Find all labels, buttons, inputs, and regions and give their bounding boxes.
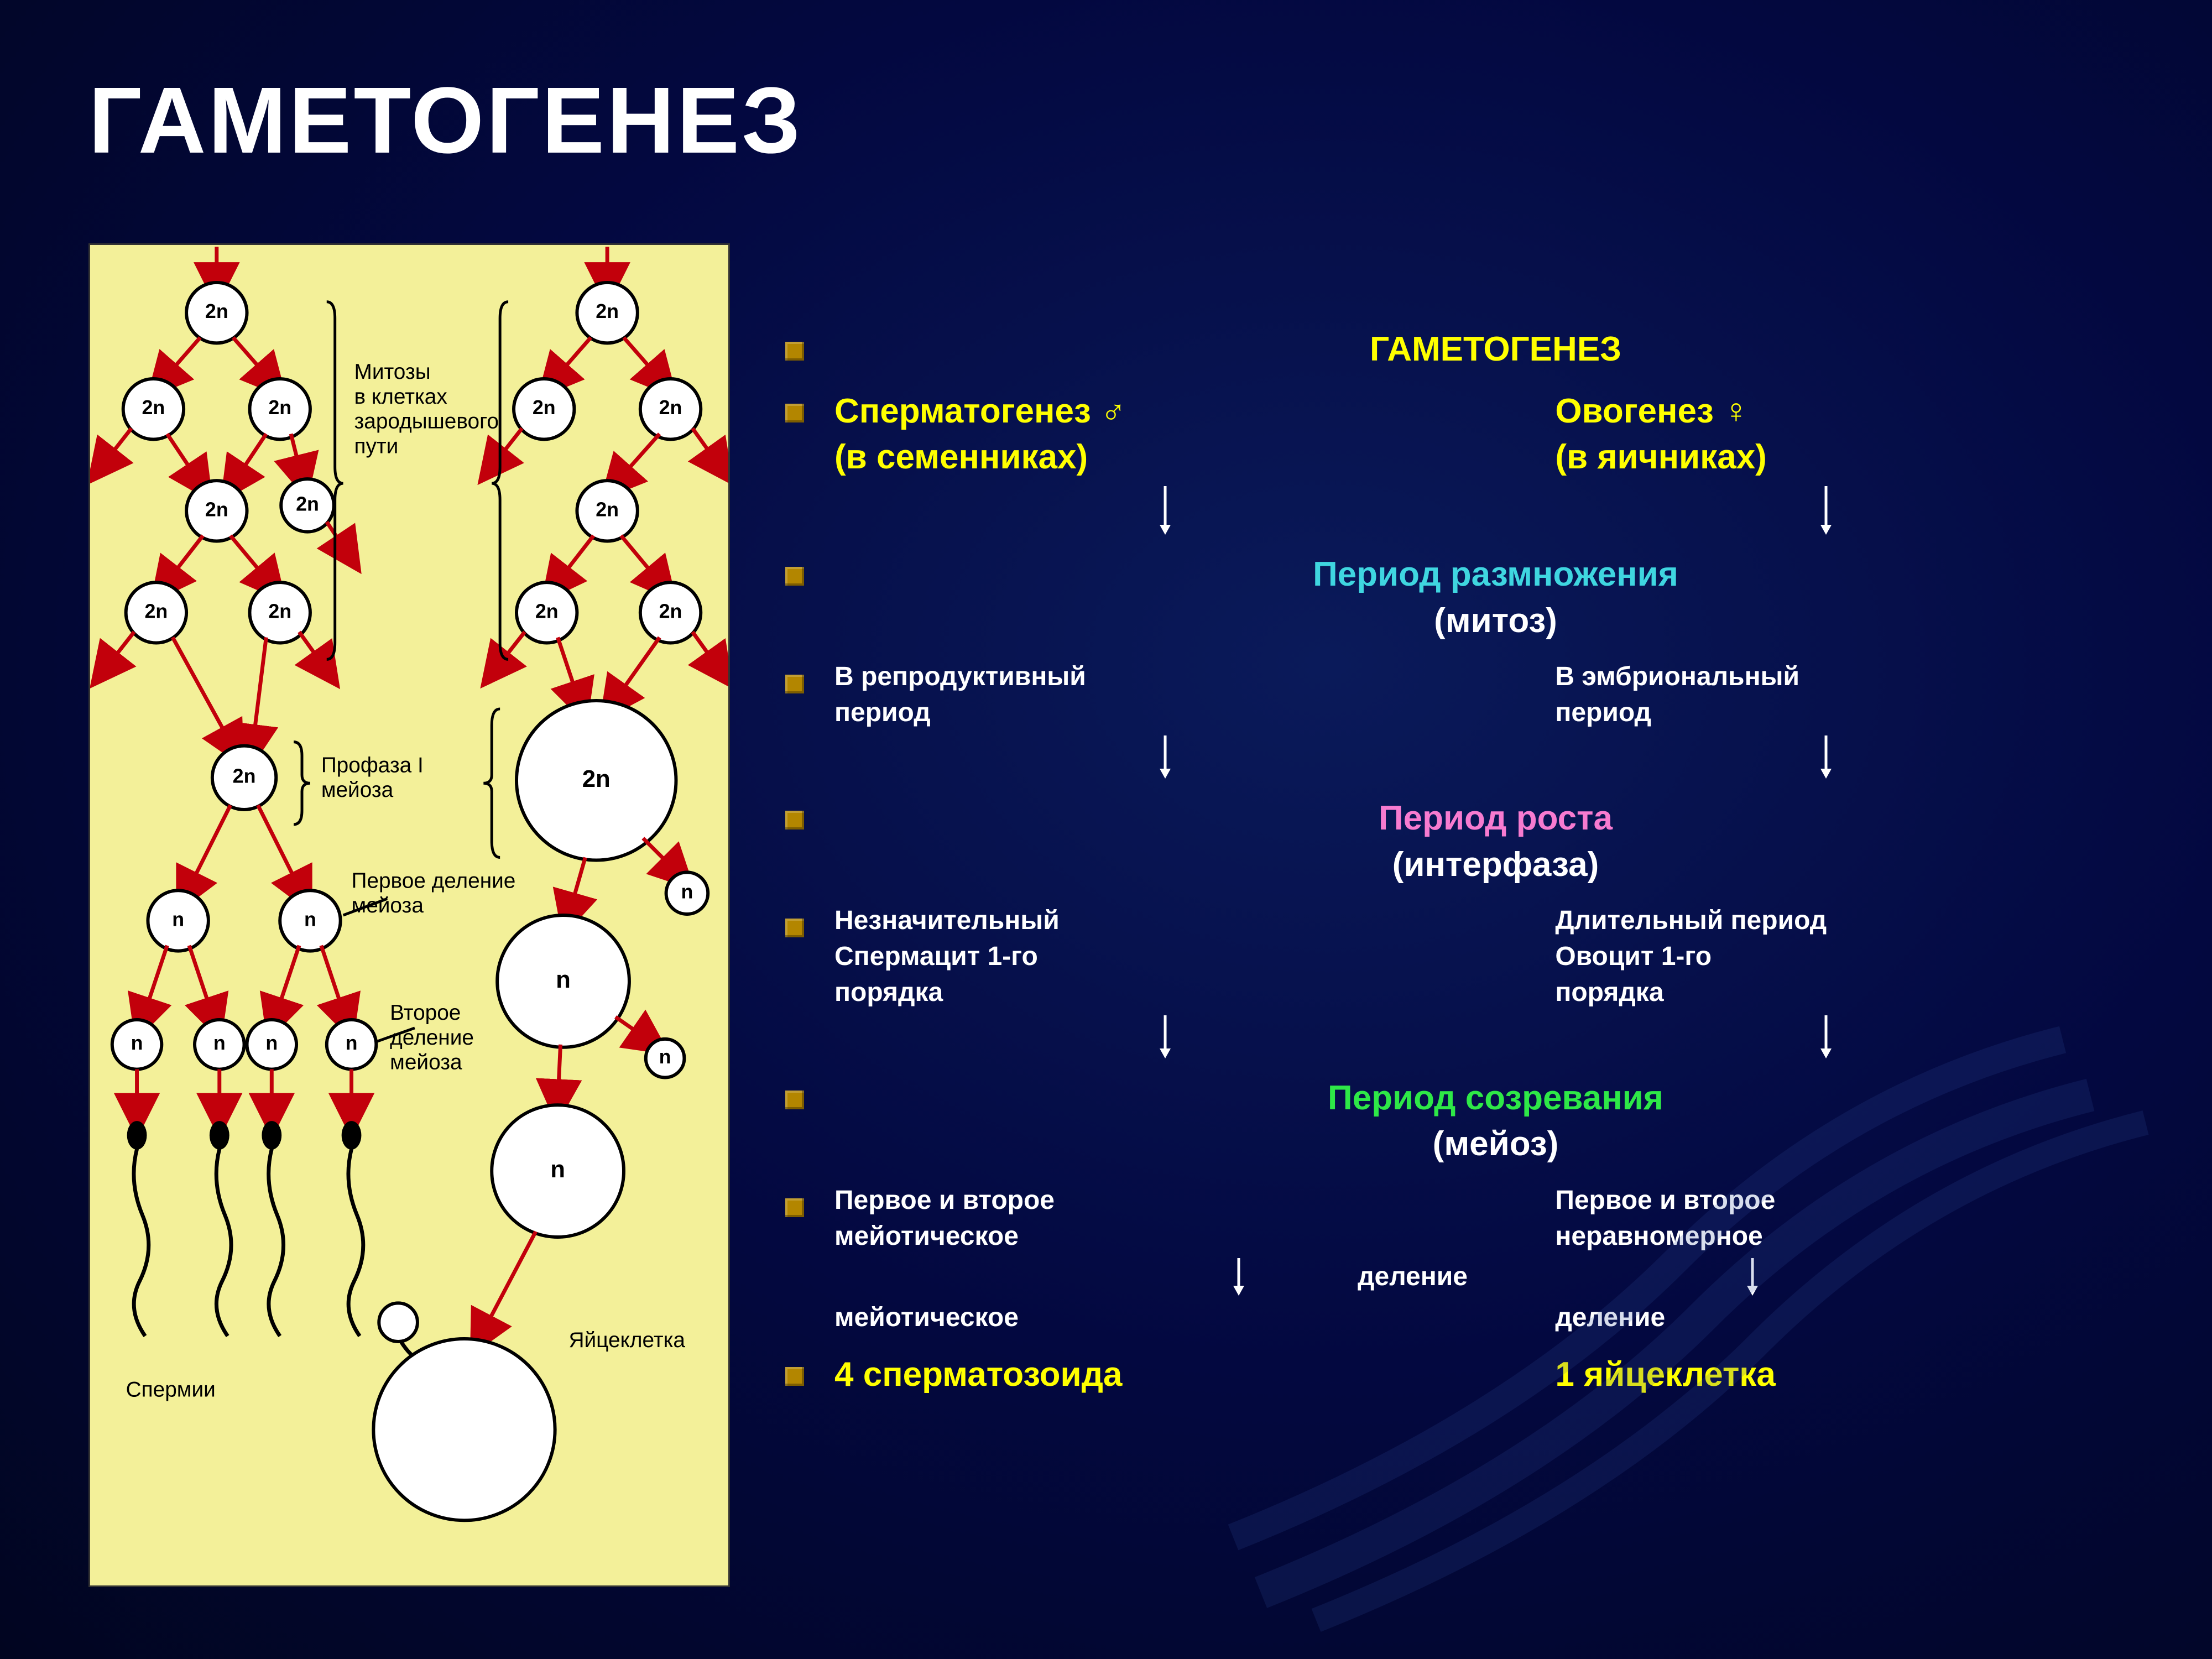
heading-gametogenesis: ГАМЕТОГЕНЕЗ xyxy=(1370,330,1621,368)
svg-text:Первое деление: Первое деление xyxy=(352,869,516,893)
svg-text:n: n xyxy=(172,908,184,930)
svg-text:Второе: Второе xyxy=(390,1001,461,1025)
bullet-icon xyxy=(785,567,804,586)
oogenesis-title: Овогенез ♀ xyxy=(1555,392,1749,430)
oogenesis-loc: (в яичниках) xyxy=(1555,438,1766,476)
arrow-down-icon xyxy=(1157,1015,1173,1060)
arrow-down-icon xyxy=(1818,1015,1834,1060)
svg-text:зародышевого: зародышевого xyxy=(354,410,499,434)
bullet-icon xyxy=(785,1198,804,1217)
period3-right-a: Первое и второе xyxy=(1555,1186,1775,1215)
period1-left: В репродуктивныйпериод xyxy=(834,662,1086,727)
svg-text:n: n xyxy=(556,966,571,993)
period3-left-c: мейотическое xyxy=(834,1303,1019,1332)
svg-text:n: n xyxy=(131,1032,143,1054)
svg-text:мейоза: мейоза xyxy=(352,894,424,917)
svg-text:2n: 2n xyxy=(659,397,682,419)
svg-text:2n: 2n xyxy=(205,300,228,322)
arrow-down-icon xyxy=(1818,486,1834,536)
svg-text:n: n xyxy=(681,881,693,903)
spermatogenesis-loc: (в семенниках) xyxy=(834,438,1088,476)
svg-text:n: n xyxy=(659,1046,671,1068)
arrow-down-icon xyxy=(1157,735,1173,780)
period3-right-b: неравномерное xyxy=(1555,1222,1762,1251)
svg-text:2n: 2n xyxy=(268,600,291,622)
svg-text:мейоза: мейоза xyxy=(390,1051,462,1074)
svg-text:2n: 2n xyxy=(233,765,256,787)
bullet-icon xyxy=(785,342,804,361)
period2-sub: (интерфаза) xyxy=(1392,846,1599,884)
period3-right-c: деление xyxy=(1555,1303,1665,1332)
bullet-icon xyxy=(785,1367,804,1386)
svg-text:2n: 2n xyxy=(596,498,619,520)
spermatogenesis-title: Сперматогенез ♂ xyxy=(834,392,1126,430)
svg-text:n: n xyxy=(346,1032,358,1054)
svg-text:Яйцеклетка: Яйцеклетка xyxy=(569,1328,686,1352)
arrow-down-icon xyxy=(1230,1258,1247,1297)
result-left: 4 сперматозоида xyxy=(834,1355,1122,1394)
svg-text:2n: 2n xyxy=(142,397,165,419)
svg-text:в клетках: в клетках xyxy=(354,385,447,409)
svg-text:мейоза: мейоза xyxy=(321,778,394,802)
svg-text:2n: 2n xyxy=(296,493,319,515)
period1-right: В эмбриональныйпериод xyxy=(1555,662,1799,727)
svg-text:2n: 2n xyxy=(596,300,619,322)
period1-title: Период размножения xyxy=(1313,555,1678,593)
bullet-icon xyxy=(785,919,804,937)
bullet-icon xyxy=(785,1091,804,1109)
svg-text:Митозы: Митозы xyxy=(354,360,431,384)
svg-text:2n: 2n xyxy=(205,498,228,520)
arrow-down-icon xyxy=(1818,735,1834,780)
period3-title: Период созревания xyxy=(1328,1079,1663,1117)
svg-text:2n: 2n xyxy=(582,765,611,792)
right-column: ГАМЕТОГЕНЕЗ Сперматогенез ♂ (в семенника… xyxy=(785,326,2157,1413)
svg-text:пути: пути xyxy=(354,434,399,458)
period3-left-b: мейотическое xyxy=(834,1222,1019,1251)
gametogenesis-diagram: 2n 2n 2n 2n 2n 2n 2n 2n 2n 2n 2n 2n 2n М… xyxy=(88,243,730,1587)
period1-sub: (митоз) xyxy=(1434,602,1557,640)
arrow-down-icon xyxy=(1157,486,1173,536)
period3-sub: (мейоз) xyxy=(1433,1125,1559,1163)
svg-text:2n: 2n xyxy=(268,397,291,419)
svg-text:n: n xyxy=(265,1032,278,1054)
sperm-2 xyxy=(210,1121,231,1336)
svg-text:2n: 2n xyxy=(144,600,168,622)
svg-text:n: n xyxy=(304,908,316,930)
period2-right: Длительный периодОвоцит 1-гопорядка xyxy=(1555,906,1827,1007)
bullet-icon xyxy=(785,404,804,422)
bullet-icon xyxy=(785,811,804,830)
svg-text:деление: деление xyxy=(390,1026,474,1050)
page-title: ГАМЕТОГЕНЕЗ xyxy=(88,66,803,175)
sperm-4 xyxy=(342,1121,363,1336)
svg-text:2n: 2n xyxy=(535,600,559,622)
svg-text:2n: 2n xyxy=(533,397,556,419)
period2-title: Период роста xyxy=(1379,799,1613,837)
period2-left: НезначительныйСпермацит 1-гопорядка xyxy=(834,906,1060,1007)
svg-text:n: n xyxy=(550,1156,565,1183)
bullet-icon xyxy=(785,675,804,693)
period3-mid: деление xyxy=(1358,1259,1468,1295)
svg-text:Спермии: Спермии xyxy=(126,1378,216,1401)
svg-text:2n: 2n xyxy=(659,600,682,622)
arrow-down-icon xyxy=(1744,1258,1761,1297)
sperm-1 xyxy=(127,1121,149,1336)
sperm-3 xyxy=(262,1121,283,1336)
period3-left-a: Первое и второе xyxy=(834,1186,1055,1215)
svg-text:Профаза I: Профаза I xyxy=(321,753,424,777)
result-right: 1 яйцеклетка xyxy=(1555,1355,1776,1394)
svg-text:n: n xyxy=(213,1032,226,1054)
